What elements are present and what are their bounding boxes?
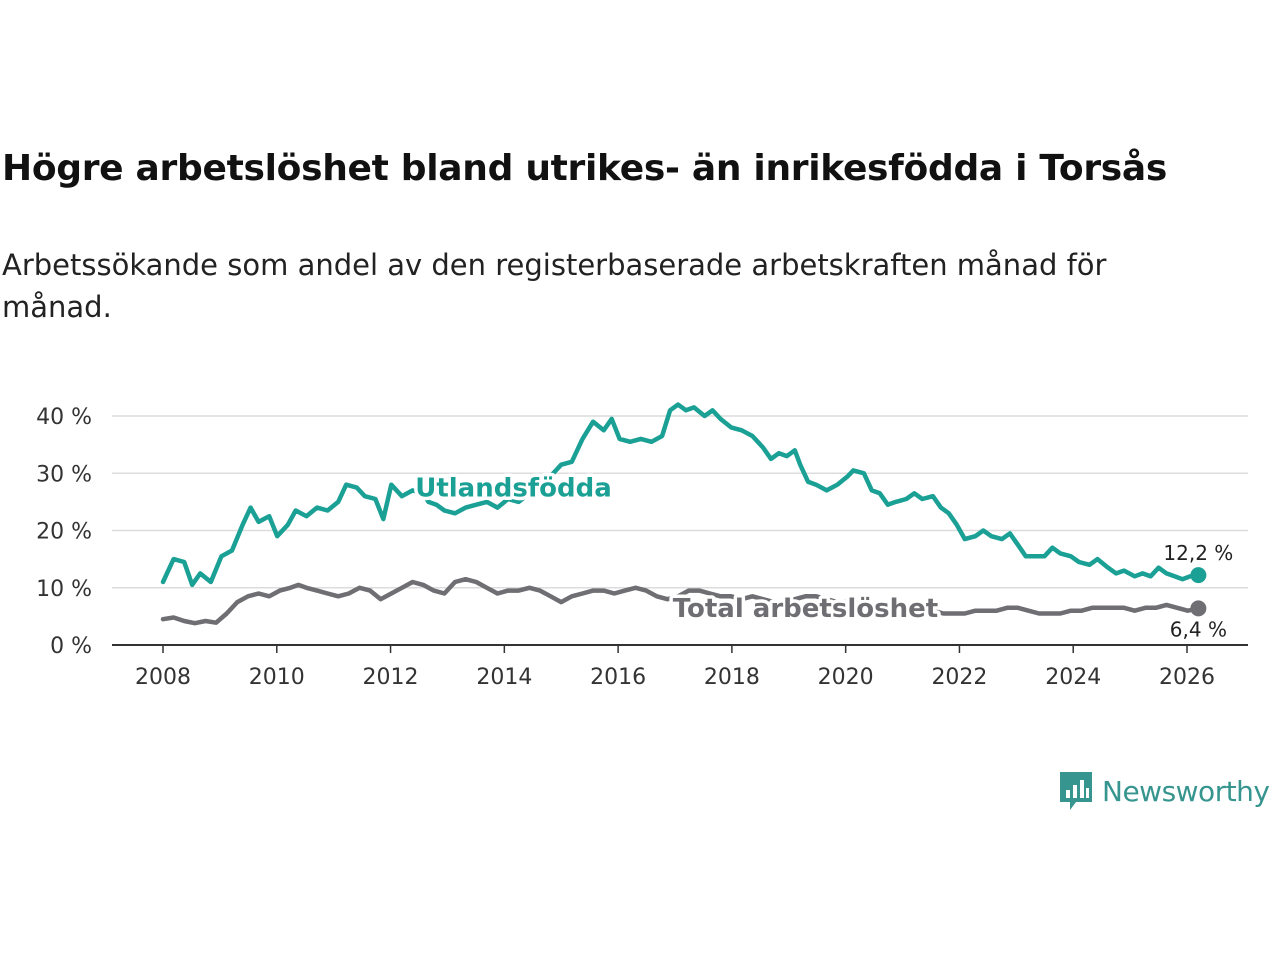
page-title: Högre arbetslöshet bland utrikes- än inr… <box>2 148 1168 189</box>
series-end-marker-0 <box>1190 567 1207 584</box>
x-tick-label: 2022 <box>931 665 987 690</box>
newsworthy-logo-icon <box>1060 772 1092 810</box>
x-tick-label: 2024 <box>1045 665 1101 690</box>
page-subtitle: Arbetssökande som andel av den registerb… <box>2 248 1107 324</box>
y-tick-label: 0 % <box>50 634 92 659</box>
x-tick-label: 2010 <box>249 665 305 690</box>
y-axis-ticks: 0 % 10 % 20 % 30 % 40 % <box>36 405 92 659</box>
series-lines: 12,2 % 6,4 % <box>160 402 1233 641</box>
brand-name: Newsworthy <box>1102 774 1270 808</box>
x-tick-label: 2012 <box>363 665 419 690</box>
series-end-label-0: 12,2 % <box>1163 541 1233 565</box>
line-chart: 0 % 10 % 20 % 30 % 40 % 2008 2010 2012 2014 2016… <box>36 402 1248 690</box>
x-axis-ticks: 2008 2010 2012 2014 2016 2018 2020 2022 2024 2026 <box>112 644 1248 690</box>
x-tick-label: 2018 <box>704 665 760 690</box>
x-tick-label: 2014 <box>476 665 532 690</box>
x-tick-label: 2020 <box>818 665 874 690</box>
series-labels: Utlandsfödda Total arbetslöshet <box>412 470 942 627</box>
grid-lines <box>112 415 1248 589</box>
series-line-0 <box>160 402 1201 588</box>
series-line-1 <box>160 576 1201 626</box>
x-tick-label: 2016 <box>590 665 646 690</box>
y-tick-label: 20 % <box>36 520 92 545</box>
y-tick-label: 10 % <box>36 577 92 602</box>
series-name-label-0: Utlandsfödda <box>415 474 612 504</box>
series-name-label-1: Total arbetslöshet <box>673 594 938 624</box>
series-end-label-1: 6,4 % <box>1170 617 1227 641</box>
x-tick-label: 2026 <box>1159 665 1215 690</box>
brand-logo: Newsworthy <box>1058 770 1270 812</box>
x-tick-label: 2008 <box>135 665 191 690</box>
series-end-marker-1 <box>1190 600 1207 617</box>
y-tick-label: 40 % <box>36 405 92 430</box>
y-tick-label: 30 % <box>36 462 92 487</box>
